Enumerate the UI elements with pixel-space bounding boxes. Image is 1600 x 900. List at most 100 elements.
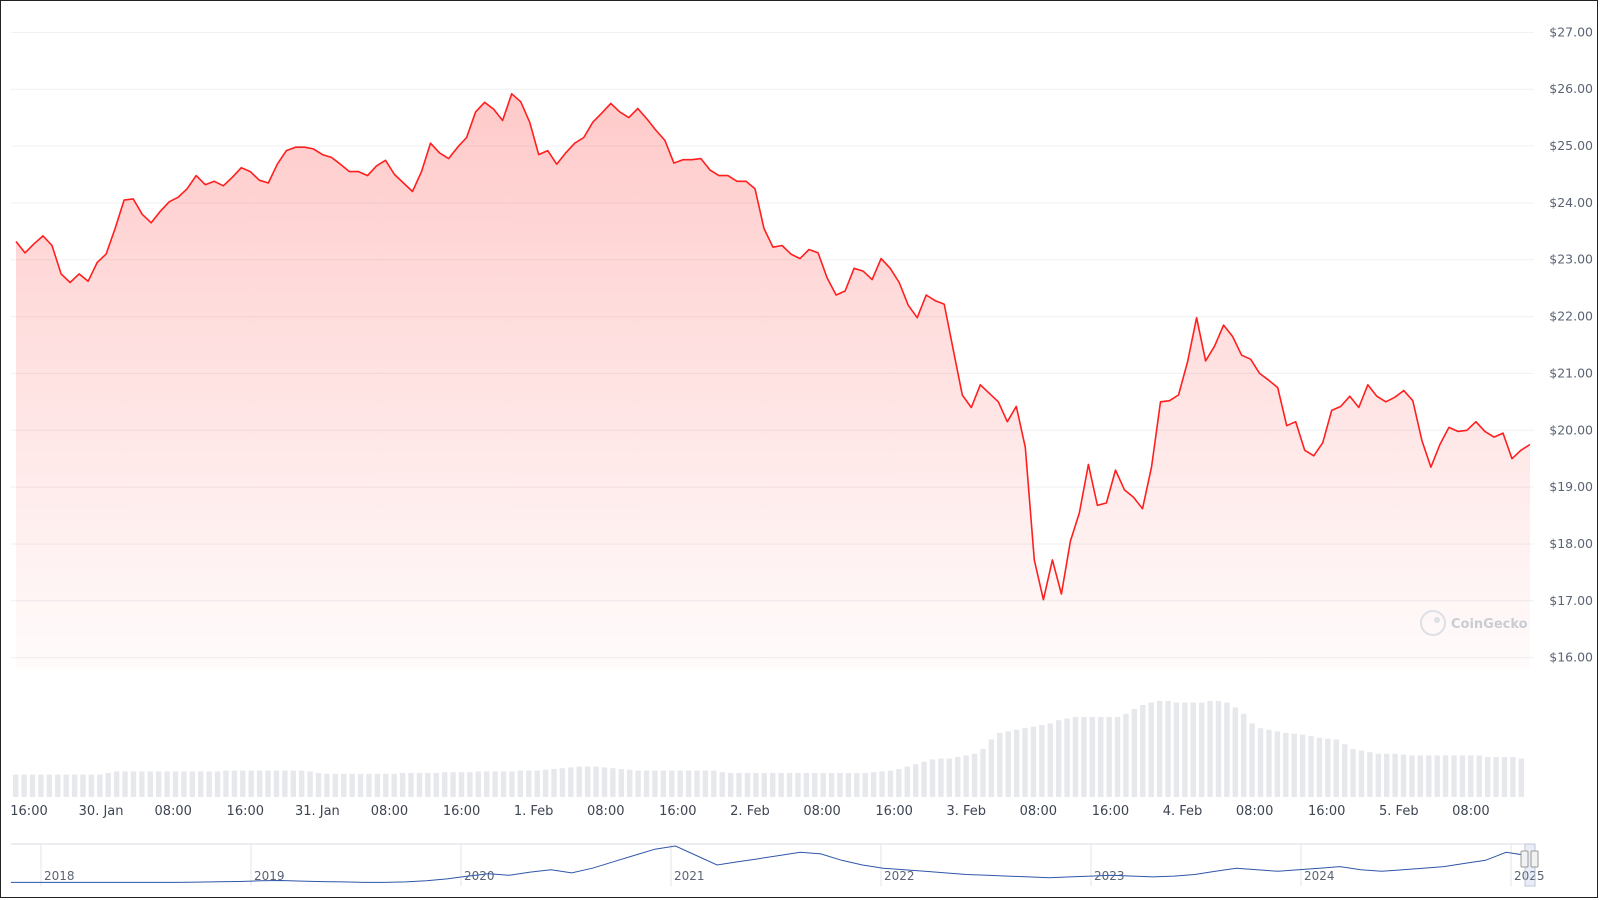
volume-bar: [1493, 757, 1499, 797]
volume-bar: [660, 770, 667, 797]
volume-bar: [349, 773, 355, 797]
volume-bar: [1055, 720, 1062, 797]
volume-bar: [164, 771, 170, 797]
volume-bar: [761, 773, 767, 797]
price-area: [15, 93, 1531, 670]
volume-bar: [1022, 728, 1028, 797]
navigator[interactable]: 2018 2019 2020 2021 2022 2023 2024 2025: [11, 843, 1545, 887]
volume-bar: [475, 771, 482, 797]
volume-bar: [298, 770, 305, 797]
volume-bar: [366, 773, 372, 797]
x-tick-label: 16:00: [10, 804, 47, 819]
volume-bar: [484, 771, 490, 797]
volume-bar: [1140, 705, 1146, 797]
volume-bar: [1215, 701, 1222, 797]
volume-bar: [391, 773, 397, 797]
volume-bar: [601, 767, 608, 797]
volume-bar: [408, 773, 414, 797]
x-tick-label: 2. Feb: [730, 804, 770, 819]
y-tick-label: $24.00: [1549, 195, 1593, 210]
volume-bar: [635, 770, 641, 797]
volume-bar: [265, 770, 271, 797]
x-tick-label: 16:00: [1308, 804, 1345, 819]
volume-bar: [1081, 717, 1087, 797]
volume-bar: [627, 769, 633, 797]
volume-bar: [1173, 702, 1180, 797]
volume-bar: [383, 773, 389, 797]
navigator-year-label: 2020: [464, 869, 495, 883]
navigator-year-label: 2022: [884, 869, 915, 883]
y-axis-labels: $16.00 $17.00 $18.00 $19.00 $20.00 $21.00 $22.…: [1549, 24, 1593, 664]
volume-bar: [1207, 701, 1213, 797]
volume-bar: [130, 771, 137, 797]
volume-bar: [1047, 723, 1053, 797]
volume-bar: [770, 773, 776, 797]
volume-bar: [1013, 729, 1020, 797]
x-tick-label: 5. Feb: [1379, 804, 1419, 819]
volume-bar: [786, 773, 793, 797]
volume-bar: [702, 770, 709, 797]
volume-bar: [1451, 755, 1457, 797]
volume-bar: [324, 773, 330, 797]
volume-bar: [896, 769, 902, 797]
volume-bar: [1030, 726, 1037, 797]
volume-bar: [315, 773, 322, 797]
x-tick-label: 16:00: [1092, 804, 1129, 819]
volume-bar: [643, 770, 650, 797]
volume-bar: [46, 774, 53, 797]
volume-bar: [542, 769, 549, 797]
price-line: [15, 93, 1531, 601]
coingecko-logo-eye: [1434, 617, 1440, 623]
volume-bar: [929, 759, 936, 797]
volume-bar: [1039, 725, 1045, 797]
volume-bar: [862, 773, 868, 797]
volume-bar: [1224, 702, 1230, 797]
volume-bar: [559, 768, 566, 797]
volume-bar: [105, 773, 111, 797]
navigator-handle-left-icon[interactable]: [1520, 850, 1529, 868]
navigator-handle-right-icon[interactable]: [1530, 850, 1539, 868]
volume-bar: [63, 774, 69, 797]
volume-bar: [1484, 757, 1491, 797]
volume-bar: [820, 773, 826, 797]
volume-bar: [526, 770, 532, 797]
volume-bar: [1098, 717, 1104, 797]
y-tick-label: $23.00: [1549, 252, 1593, 267]
y-tick-label: $17.00: [1549, 593, 1593, 608]
volume-bar: [492, 771, 498, 797]
volume-bar: [1341, 744, 1348, 797]
volume-bar: [441, 772, 448, 797]
volume-bar: [1501, 757, 1508, 797]
volume-bar: [206, 771, 212, 797]
volume-bar: [1005, 731, 1011, 797]
volume-bar: [1316, 737, 1323, 797]
volume-bar: [1266, 729, 1272, 797]
volume-bar: [332, 773, 339, 797]
x-tick-label: 4. Feb: [1163, 804, 1203, 819]
volume-bar: [273, 770, 280, 797]
volume-bar: [1325, 738, 1331, 797]
volume-bar: [1333, 739, 1339, 797]
y-tick-label: $19.00: [1549, 479, 1593, 494]
volume-bar: [282, 770, 288, 797]
volume-bar: [845, 773, 852, 797]
x-axis-labels: 16:00 30. Jan 08:00 16:00 31. Jan 08:00 16:00 1…: [10, 804, 1489, 819]
volume-bar: [307, 771, 313, 797]
volume-bar: [1400, 754, 1407, 797]
volume-bar: [113, 771, 120, 797]
volume-bar: [374, 773, 381, 797]
volume-bar: [1123, 713, 1129, 797]
volume-bar: [593, 766, 599, 797]
volume-bar: [912, 764, 919, 797]
volume-bar: [963, 755, 969, 797]
volume-bar: [980, 749, 986, 797]
volume-bar: [122, 771, 128, 797]
y-tick-label: $22.00: [1549, 309, 1593, 324]
volume-bar: [879, 771, 885, 797]
volume-bar: [711, 770, 717, 797]
volume-bar: [1367, 752, 1373, 797]
y-tick-label: $25.00: [1549, 138, 1593, 153]
volume-bar: [1274, 731, 1281, 797]
volume-bar: [1165, 701, 1171, 797]
volume-bar: [669, 770, 675, 797]
